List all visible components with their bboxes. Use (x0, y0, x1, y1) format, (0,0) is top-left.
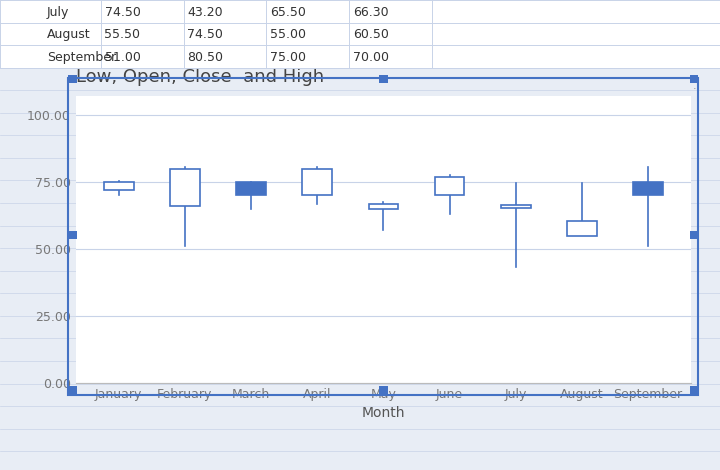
Text: 51.00: 51.00 (104, 51, 140, 64)
Bar (435, 177, 464, 196)
Text: September: September (47, 51, 116, 64)
Bar (170, 169, 199, 206)
Text: 66.30: 66.30 (354, 6, 389, 19)
Bar (236, 182, 266, 196)
Text: ·: · (693, 78, 697, 88)
X-axis label: Month: Month (361, 407, 405, 421)
Text: Low, Open, Close  and High: Low, Open, Close and High (76, 69, 324, 86)
Bar (501, 205, 531, 208)
Text: 74.50: 74.50 (187, 29, 223, 41)
Bar (104, 182, 133, 190)
Text: 55.50: 55.50 (104, 29, 140, 41)
Text: 55.00: 55.00 (270, 29, 306, 41)
Text: ·: · (693, 84, 697, 94)
Text: 43.20: 43.20 (188, 6, 223, 19)
Bar (369, 204, 398, 209)
Text: 74.50: 74.50 (104, 6, 140, 19)
Bar (634, 182, 663, 196)
Bar (302, 169, 332, 196)
Text: ·: · (693, 72, 697, 83)
Text: 80.50: 80.50 (187, 51, 223, 64)
Text: 75.00: 75.00 (270, 51, 306, 64)
Text: 70.00: 70.00 (353, 51, 389, 64)
Bar (567, 221, 597, 235)
Text: 60.50: 60.50 (353, 29, 389, 41)
Text: July: July (47, 6, 69, 19)
Text: August: August (47, 29, 91, 41)
Text: 65.50: 65.50 (270, 6, 306, 19)
